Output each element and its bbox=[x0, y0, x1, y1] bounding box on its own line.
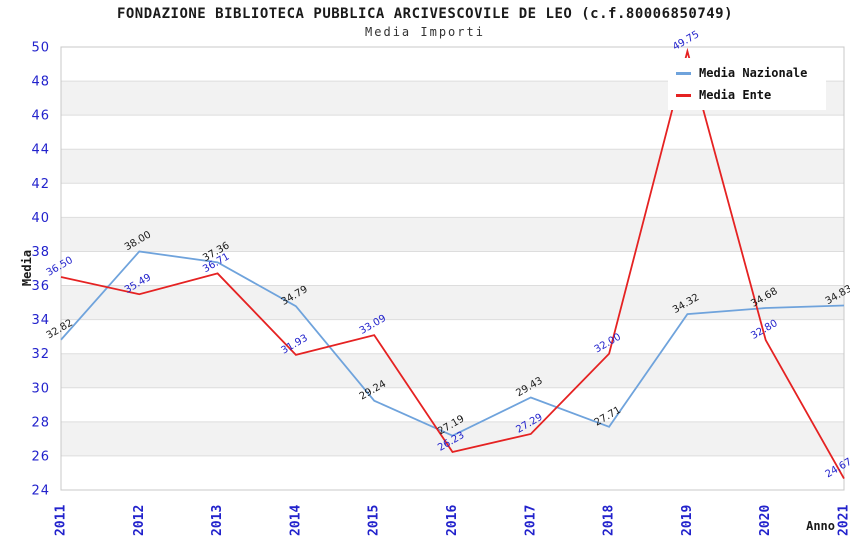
x-tick-label: 2013 bbox=[210, 505, 225, 536]
y-tick-label: 46 bbox=[31, 109, 50, 124]
grid-band bbox=[61, 353, 844, 388]
x-axis-title: Anno bbox=[806, 519, 835, 533]
legend-item-media-nazionale: Media Nazionale bbox=[676, 66, 820, 80]
series-line-media-ente bbox=[60, 47, 845, 480]
legend-label: Media Ente bbox=[699, 88, 772, 102]
y-tick-label: 36 bbox=[31, 279, 50, 294]
series-line-media-nazionale bbox=[60, 250, 845, 437]
y-tick-label: 34 bbox=[31, 313, 50, 328]
y-tick-label: 32 bbox=[31, 347, 50, 362]
point-label: 32.00 bbox=[593, 332, 623, 356]
point-label: 49.75 bbox=[671, 29, 701, 53]
x-tick-label: 2015 bbox=[367, 505, 382, 536]
chart-legend: Media Nazionale Media Ente bbox=[668, 58, 826, 110]
y-tick-label: 44 bbox=[31, 143, 50, 158]
x-tick-label: 2011 bbox=[54, 505, 69, 536]
y-tick-label: 40 bbox=[31, 211, 50, 226]
plot-border bbox=[60, 46, 845, 491]
x-tick-label: 2016 bbox=[445, 505, 460, 536]
x-tick-label: 2021 bbox=[837, 505, 850, 536]
x-tick-label: 2017 bbox=[523, 505, 538, 536]
y-tick-label: 48 bbox=[31, 75, 50, 90]
legend-item-media-ente: Media Ente bbox=[676, 88, 820, 102]
legend-label: Media Nazionale bbox=[699, 66, 808, 80]
x-tick-label: 2012 bbox=[132, 505, 147, 536]
y-axis-title: Media bbox=[20, 250, 34, 286]
grid-band bbox=[61, 217, 844, 252]
chart-subtitle: Media Importi bbox=[365, 25, 485, 39]
point-label: 24.67 bbox=[824, 456, 850, 480]
y-tick-label: 28 bbox=[31, 415, 50, 430]
media-ente-line-swatch bbox=[676, 93, 691, 97]
y-tick-label: 50 bbox=[31, 41, 50, 56]
grid-band bbox=[61, 421, 844, 456]
media-nazionale-line-swatch bbox=[676, 71, 691, 75]
x-tick-label: 2019 bbox=[680, 505, 695, 536]
x-tick-label: 2020 bbox=[758, 505, 773, 536]
y-tick-label: 26 bbox=[31, 449, 50, 464]
y-tick-label: 42 bbox=[31, 177, 50, 192]
y-tick-label: 24 bbox=[31, 484, 50, 499]
y-tick-label: 30 bbox=[31, 381, 50, 396]
chart-title: FONDAZIONE BIBLIOTECA PUBBLICA ARCIVESCO… bbox=[116, 6, 734, 22]
x-tick-label: 2018 bbox=[602, 505, 617, 536]
grid-band bbox=[61, 285, 844, 320]
grid-band bbox=[61, 149, 844, 184]
y-tick-label: 38 bbox=[31, 245, 50, 260]
x-tick-label: 2014 bbox=[288, 505, 303, 536]
